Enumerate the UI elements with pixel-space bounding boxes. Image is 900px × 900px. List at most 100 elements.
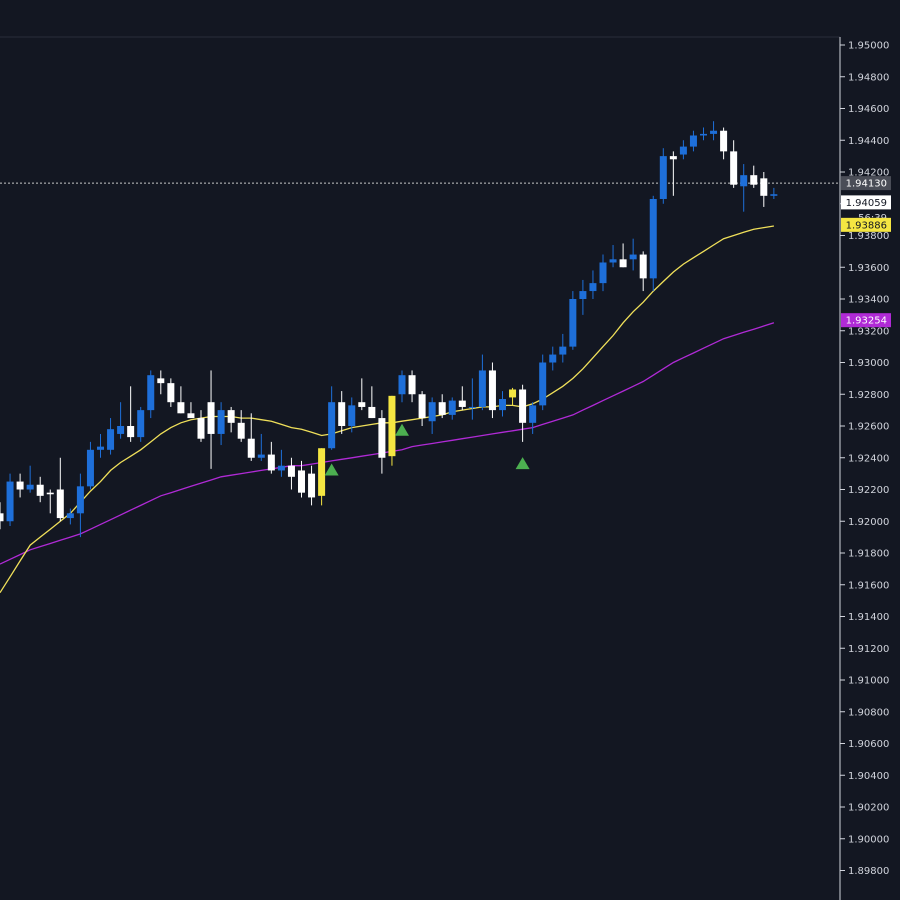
candle [0,502,4,530]
candle [16,473,24,498]
candle-body [328,402,336,449]
ma-slow-badge-bg [841,313,891,328]
candle-body [710,130,718,134]
candle-body [438,402,446,415]
candle [298,460,305,498]
price-tick-label: 1.91800 [848,549,889,560]
candle [669,151,677,196]
candle-body [86,449,94,487]
candle [438,394,446,419]
candle [458,386,466,411]
candle [157,370,165,395]
candle [760,172,768,207]
candle [247,413,255,461]
candle [137,406,145,442]
candle [46,489,54,514]
candle-body [66,513,74,519]
ma-fast-badge-text: 1.93886 [846,220,887,231]
candle [177,386,185,414]
candle-body [488,370,496,411]
candle [649,195,657,292]
signal-arrow-up [324,463,339,476]
price-tick-label: 1.90600 [848,739,889,750]
candle-body [177,402,185,414]
candle [639,251,647,292]
candle [689,130,697,152]
last-price-badge-text: 1.94059 [846,198,887,209]
candle [167,378,175,407]
candle-body [760,178,768,196]
price-tick-label: 1.92600 [848,422,889,433]
candle-body [549,354,557,363]
candle-body [217,410,225,434]
candle [589,270,597,299]
ma-fast-line [0,225,775,594]
candle-body [76,486,84,514]
ma-fast-badge-bg [841,217,891,232]
candle-body [267,454,275,471]
candle [539,354,547,411]
candles[interactable] [0,121,778,538]
candle-body [478,370,486,407]
candle [56,457,64,522]
candle [559,333,567,363]
candle-body [468,406,476,408]
candle [348,397,356,433]
candle-body [689,135,697,147]
ma-slow-badge-text: 1.93254 [846,316,887,327]
price-axis-ticks: 1.95000 1.94800 1.94600 1.94400 1.94200 1.940… [840,41,889,877]
candle [700,127,707,141]
price-tick-label: 1.90200 [848,803,889,814]
price-tick-label: 1.94800 [848,72,889,83]
candle-body [559,346,567,355]
candle [26,465,34,493]
ma-slow-path [0,322,775,565]
candle-body [227,410,235,423]
candle [398,370,406,403]
candle-body [97,446,104,450]
candle [237,410,245,442]
candle [418,391,426,426]
candle-body [107,429,115,450]
candle-body [167,383,175,403]
price-tick-label: 1.90800 [848,707,889,718]
candle-body [599,262,607,284]
candle-body [770,194,778,196]
candle [217,402,225,446]
price-tick-label: 1.92200 [848,485,889,496]
candle [187,402,195,419]
crosshair-price-badge: 1.94130 [841,176,891,191]
candle [720,127,728,160]
candle-body [237,422,245,439]
ma-fast-badge: 1.93886 [841,217,891,232]
candle-body [669,156,677,160]
candle-body [720,130,728,152]
candle [66,508,74,525]
candle-body [287,465,295,477]
candle [287,457,295,490]
candle-body [579,291,587,299]
price-tick-label: 1.90400 [848,771,889,782]
ma-slow-badge: 1.93254 [841,313,891,328]
candle [338,391,346,434]
candle-body [388,395,396,457]
candle [97,433,104,458]
last-price-badge: 1.94059 [841,195,891,210]
candle-body [157,378,165,384]
candle-body [539,362,547,406]
candle [6,473,14,527]
candle [227,406,235,433]
candle [629,238,637,271]
candle [328,386,336,450]
candle [659,148,667,204]
candle-body [509,389,517,398]
candle [197,410,205,442]
candle [358,378,366,411]
candle [76,473,84,538]
candle [147,370,155,419]
candle-body [649,198,657,279]
ma-fast-path [0,225,775,594]
price-tick-label: 1.91200 [848,644,889,655]
candle-body [529,405,537,423]
